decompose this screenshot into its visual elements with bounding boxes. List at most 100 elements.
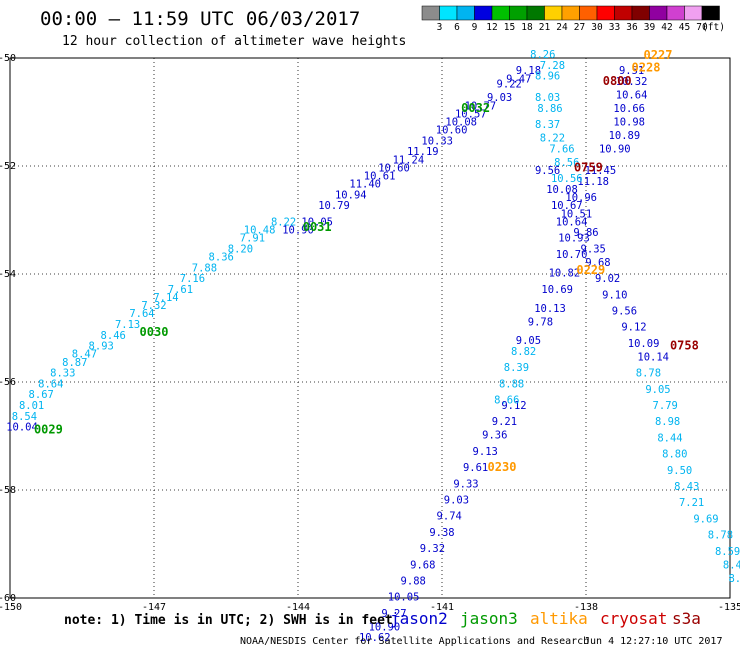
- wave-height-label: 10.61: [364, 171, 396, 183]
- wave-height-label: 8.86: [537, 103, 562, 115]
- scale-label: 39: [644, 22, 656, 33]
- wave-height-label: 7.64: [129, 308, 154, 320]
- footer-credit: NOAA/NESDIS Center for Satellite Applica…: [240, 636, 589, 647]
- wave-height-label: 8.98: [655, 416, 680, 428]
- wave-height-label: 10.70: [556, 249, 588, 261]
- wave-height-label: 9.86: [573, 227, 598, 239]
- wave-height-label: 9.03: [487, 92, 512, 104]
- wave-height-label: 8.93: [89, 341, 114, 353]
- scale-swatch: [509, 5, 528, 21]
- wave-height-label: 10.64: [556, 216, 588, 228]
- wave-height-label: 10.79: [318, 200, 350, 212]
- x-tick-labels: -150 -147 -144 -141 -138 -135: [0, 602, 740, 613]
- wave-height-label: 8.37: [535, 119, 560, 131]
- wave-height-label: 8.01: [19, 400, 44, 412]
- wave-height-label: 9.12: [621, 322, 646, 334]
- x-tick-label: -150: [0, 602, 22, 613]
- wave-height-label: 10.96: [565, 192, 597, 204]
- wave-height-label: 7.16: [180, 273, 205, 285]
- legend-cryosat: cryosat: [600, 609, 667, 628]
- time-label: 0029: [34, 422, 63, 436]
- wave-height-label: 8.26: [530, 49, 555, 61]
- scale-swatch: [684, 5, 703, 21]
- wave-height-label: 8.47: [72, 349, 97, 361]
- wave-height-label: 8.82: [511, 346, 536, 358]
- scale-swatch: [474, 5, 493, 21]
- wave-height-label: 10.69: [541, 284, 573, 296]
- wave-height-label: 9.50: [667, 465, 692, 477]
- scale-swatch: [561, 5, 580, 21]
- scale-swatch: [421, 5, 440, 21]
- wave-height-label: 10.48: [244, 225, 276, 237]
- wave-height-label: 9.10: [602, 289, 627, 301]
- wave-height-label: 8.78: [708, 530, 733, 542]
- scale-swatch: [456, 5, 475, 21]
- wave-height-label: 8.36: [209, 252, 234, 264]
- wave-height-label: 10.14: [637, 351, 669, 363]
- wave-height-label: 9.61: [463, 462, 488, 474]
- data-points: 10.9010.0510.7910.9411.4010.6110.6011.24…: [6, 49, 740, 644]
- chart-subtitle: 12 hour collection of altimeter wave hei…: [62, 34, 406, 49]
- wave-height-label: 11.40: [349, 179, 381, 191]
- y-tick-labels: -50 -52 -54 -56 -58 -60: [0, 53, 16, 604]
- wave-height-label: 9.32: [420, 543, 445, 555]
- time-label: 0800: [603, 74, 632, 88]
- scale-swatch: [596, 5, 615, 21]
- wave-height-label: 10.60: [378, 162, 410, 174]
- wave-height-label: 9.33: [453, 478, 478, 490]
- scale-label: 6: [454, 22, 460, 33]
- wave-height-label: 9.13: [473, 446, 498, 458]
- scale-label: 70: [696, 22, 708, 33]
- scale-swatch: [544, 5, 563, 21]
- wave-height-label: 11.19: [407, 146, 439, 158]
- scale-label: 27: [574, 22, 585, 33]
- wave-height-label: 10.89: [609, 130, 641, 142]
- y-tick-label: -54: [0, 269, 16, 280]
- wave-height-label: 9.69: [693, 513, 718, 525]
- y-tick-label: -60: [0, 593, 16, 604]
- wave-height-label: 7.91: [240, 233, 265, 245]
- wave-height-label: 8.43: [674, 481, 699, 493]
- wave-height-label: 8.66: [494, 395, 519, 407]
- grid-lines: [10, 58, 730, 598]
- wave-height-label: 10.51: [561, 208, 593, 220]
- wave-height-label: 9.27: [381, 608, 406, 620]
- wave-height-label: 10.64: [616, 90, 648, 102]
- wave-height-label: 9.02: [595, 273, 620, 285]
- scale-swatch: [439, 5, 458, 21]
- wave-height-label: 8.56: [554, 157, 579, 169]
- scale-swatch: [631, 5, 650, 21]
- wave-height-label: 7.21: [679, 497, 704, 509]
- scale-swatch: [649, 5, 668, 21]
- wave-height-label: 7.13: [115, 319, 140, 331]
- y-tick-label: -56: [0, 377, 16, 388]
- time-label: 0229: [576, 263, 605, 277]
- wave-height-label: 11.24: [393, 154, 425, 166]
- wave-height-label: 10.56: [551, 173, 583, 185]
- wave-height-label: 8.64: [38, 378, 63, 390]
- scale-label: 12: [486, 22, 497, 33]
- wave-height-label: 10.94: [335, 189, 367, 201]
- scale-label: 30: [591, 22, 603, 33]
- wave-height-label: 9.05: [516, 335, 541, 347]
- time-label: 0230: [488, 460, 517, 474]
- wave-height-label: 10.98: [613, 117, 645, 129]
- wave-height-label: 8.33: [50, 368, 75, 380]
- scale-label: 9: [472, 22, 478, 33]
- wave-height-label: 10.66: [613, 103, 645, 115]
- wave-height-label: 10.82: [549, 268, 581, 280]
- legend-jason2: jason2: [390, 609, 448, 628]
- wave-height-label: 10.09: [628, 338, 660, 350]
- wave-height-label: 11.18: [577, 176, 609, 188]
- wave-height-label: 9.51: [619, 65, 644, 77]
- wave-height-label: 8.44: [657, 432, 682, 444]
- wave-height-label: 10.08: [546, 184, 578, 196]
- x-tick-label: -147: [142, 602, 166, 613]
- wave-height-label: 10.13: [534, 303, 566, 315]
- scale-swatch: [666, 5, 685, 21]
- chart-title: 00:00 – 11:59 UTC 06/03/2017: [40, 8, 360, 30]
- scale-label: 15: [504, 22, 515, 33]
- satellite-legend: jason2 jason3 altika cryosat s3a: [390, 609, 701, 628]
- scale-swatch: [701, 5, 720, 21]
